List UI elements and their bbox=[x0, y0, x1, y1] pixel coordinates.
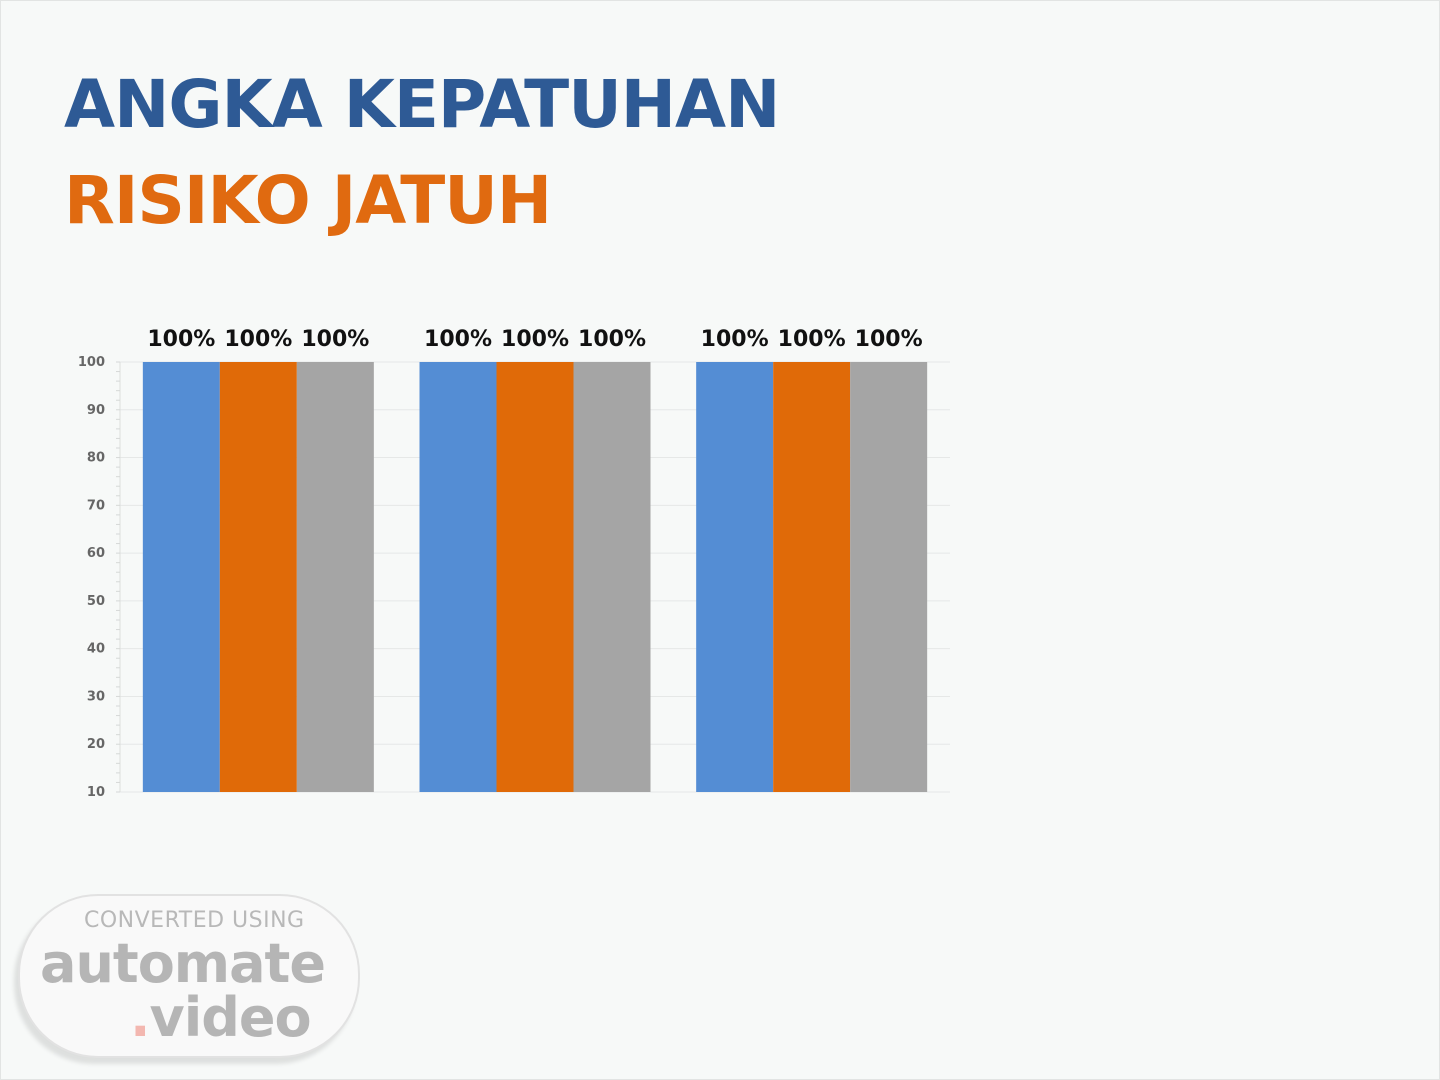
bar bbox=[850, 362, 928, 792]
y-tick-label: 100 bbox=[78, 355, 105, 370]
y-tick-label: 10 bbox=[87, 785, 105, 800]
y-tick-label: 80 bbox=[87, 451, 105, 466]
bar-value-label: 100% bbox=[424, 327, 492, 352]
y-tick-label: 60 bbox=[87, 546, 105, 561]
bar-value-label: 100% bbox=[224, 327, 292, 352]
watermark-dot: . bbox=[130, 986, 150, 1049]
bar bbox=[773, 362, 851, 792]
y-tick-label: 40 bbox=[87, 642, 105, 657]
bar-value-label: 100% bbox=[855, 327, 923, 352]
y-axis: 10 20 30 40 50 60 70 80 90 100 bbox=[78, 355, 121, 800]
bar-value-label: 100% bbox=[701, 327, 769, 352]
bar bbox=[573, 362, 651, 792]
bar-value-label: 100% bbox=[578, 327, 646, 352]
watermark-domain: .video bbox=[130, 986, 312, 1049]
bar bbox=[419, 362, 497, 792]
bar bbox=[696, 362, 774, 792]
y-tick-label: 90 bbox=[87, 403, 105, 418]
bar bbox=[142, 362, 220, 792]
slide-title-line1: ANGKA KEPATUHAN bbox=[64, 66, 780, 143]
watermark-badge: CONVERTED USING automate .video bbox=[18, 894, 360, 1058]
bar-value-label: 100% bbox=[301, 327, 369, 352]
bar-value-label: 100% bbox=[501, 327, 569, 352]
data-labels: 100% 100% 100% 100% 100% 100% 100% 100% 100% bbox=[147, 327, 922, 352]
bar bbox=[496, 362, 574, 792]
watermark-domain-text: video bbox=[149, 986, 312, 1049]
bar-groups bbox=[142, 362, 928, 792]
watermark-brand: automate bbox=[40, 932, 326, 995]
y-tick-label: 20 bbox=[87, 737, 105, 752]
bar bbox=[296, 362, 374, 792]
bar-value-label: 100% bbox=[147, 327, 215, 352]
slide-title-line2: RISIKO JATUH bbox=[64, 162, 552, 239]
bar bbox=[219, 362, 297, 792]
bar-value-label: 100% bbox=[778, 327, 846, 352]
y-tick-label: 70 bbox=[87, 498, 105, 513]
y-tick-label: 30 bbox=[87, 689, 105, 704]
y-tick-label: 50 bbox=[87, 594, 105, 609]
watermark-caption: CONVERTED USING bbox=[84, 908, 305, 933]
